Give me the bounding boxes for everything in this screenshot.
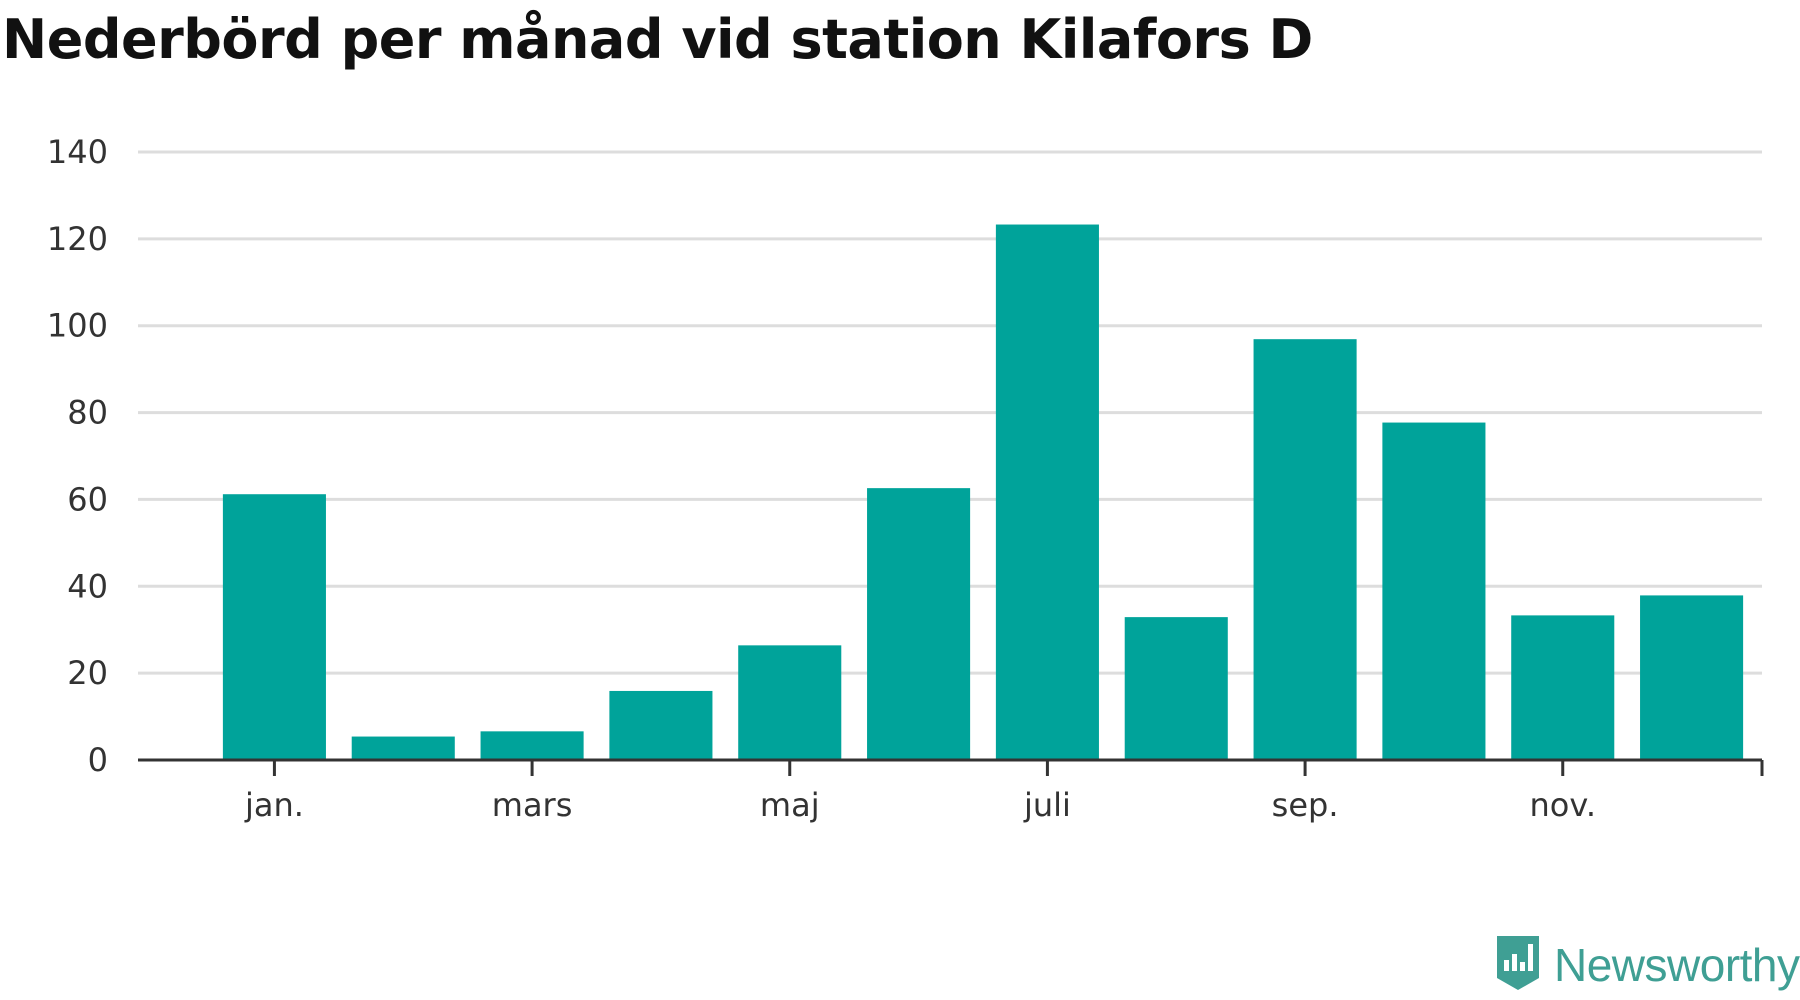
- bar-8: [1253, 339, 1357, 760]
- bars: [222, 224, 1744, 761]
- x-tick-label: juli: [1023, 786, 1071, 824]
- bar-9: [1382, 422, 1486, 760]
- bar-0: [222, 494, 326, 760]
- y-tick-label: 0: [88, 741, 108, 779]
- chart-title: Nederbörd per månad vid station Kilafors…: [2, 8, 1313, 71]
- x-tick-label: nov.: [1530, 786, 1596, 824]
- newsworthy-logo-icon: [1494, 934, 1542, 996]
- bar-7: [1124, 617, 1228, 760]
- y-tick-label: 20: [67, 654, 108, 692]
- x-tick-label: maj: [760, 786, 820, 824]
- bar-11: [1640, 595, 1744, 760]
- y-tick-label: 140: [47, 133, 108, 171]
- bar-3: [609, 690, 713, 760]
- x-tick-label: jan.: [244, 786, 304, 824]
- x-tick-labels: jan. mars maj juli sep. nov.: [244, 786, 1596, 824]
- bar-1: [351, 736, 455, 760]
- x-tick-label: mars: [492, 786, 573, 824]
- bar-2: [480, 731, 584, 760]
- bar-10: [1511, 615, 1615, 760]
- y-tick-label: 60: [67, 480, 108, 518]
- y-tick-label: 40: [67, 567, 108, 605]
- y-tick-label: 120: [47, 220, 108, 258]
- bar-4: [738, 645, 842, 760]
- y-tick-label: 80: [67, 394, 108, 432]
- y-tick-labels: 0 20 40 60 80 100 120 140: [47, 133, 108, 779]
- x-axis: [138, 758, 1764, 776]
- x-tick-label: sep.: [1272, 786, 1339, 824]
- bar-6: [995, 224, 1099, 761]
- bar-5: [867, 488, 971, 760]
- brand-name: Newsworthy: [1554, 939, 1800, 991]
- newsworthy-brand: Newsworthy: [1494, 934, 1800, 996]
- y-tick-label: 100: [47, 307, 108, 345]
